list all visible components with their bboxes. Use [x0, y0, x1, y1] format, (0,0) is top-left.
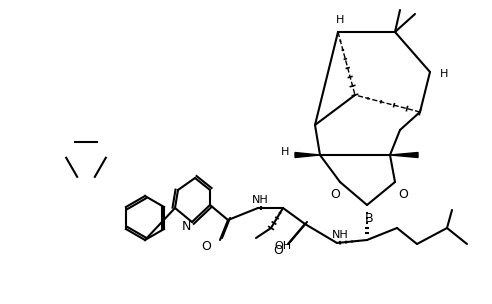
Text: O: O: [273, 244, 283, 257]
Text: B: B: [365, 212, 373, 226]
Text: H: H: [336, 15, 344, 25]
Polygon shape: [390, 153, 418, 157]
Text: O: O: [330, 188, 340, 201]
Text: OH: OH: [275, 241, 292, 251]
Text: H: H: [440, 69, 448, 79]
Text: O: O: [201, 240, 211, 253]
Polygon shape: [295, 153, 320, 157]
Text: NH: NH: [251, 195, 268, 205]
Text: H: H: [281, 147, 289, 157]
Text: O: O: [398, 188, 408, 201]
Text: NH: NH: [332, 230, 348, 240]
Text: N: N: [182, 220, 191, 233]
